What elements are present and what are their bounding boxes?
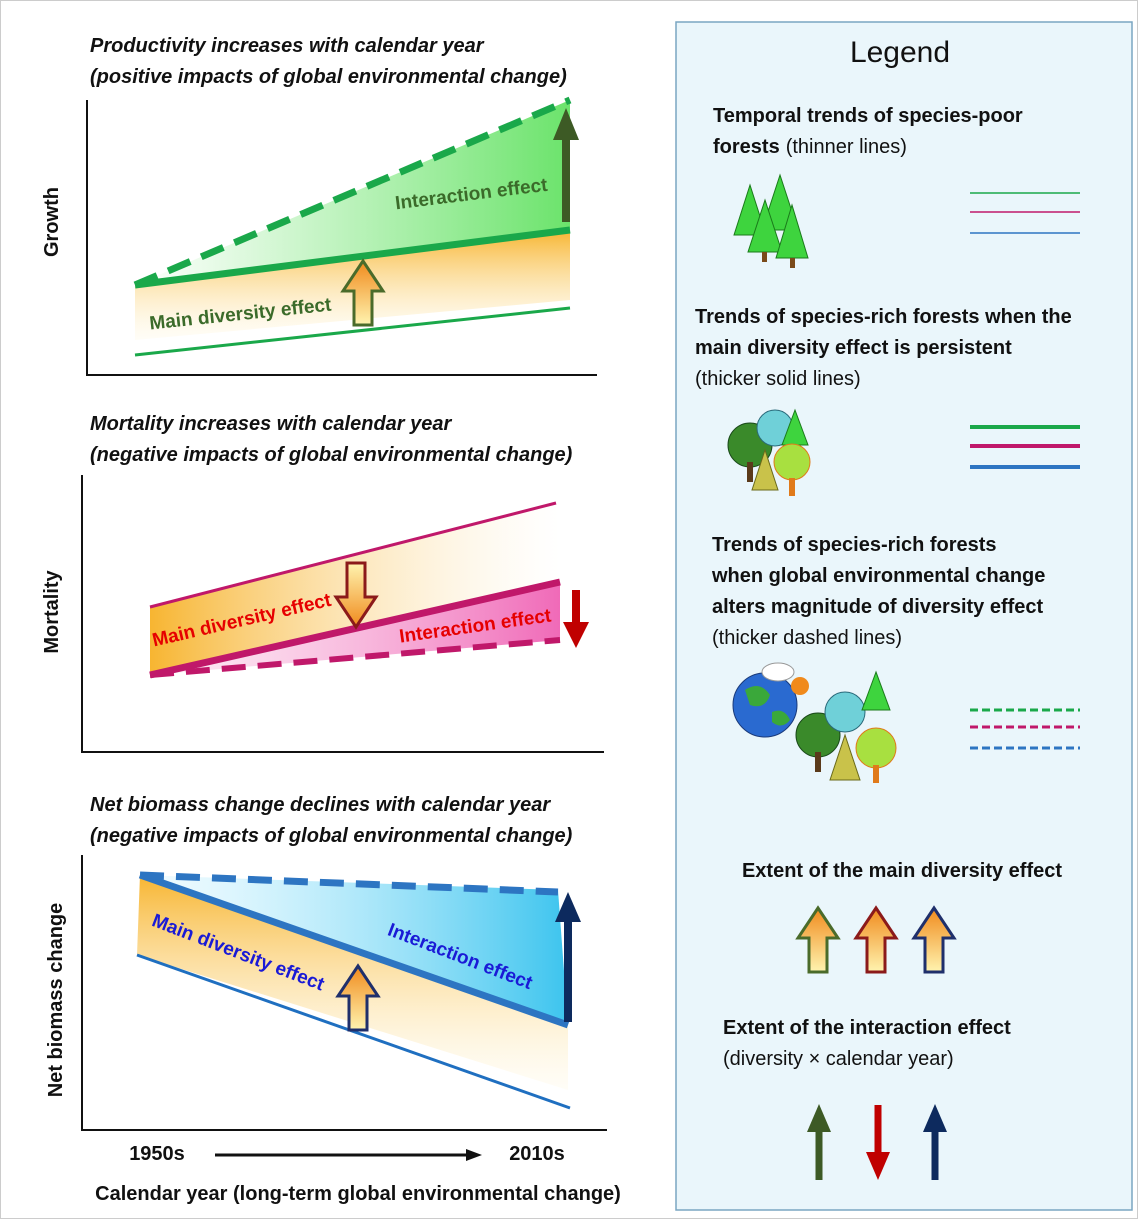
axis: [81, 855, 607, 1131]
x-start-label: 1950s: [129, 1143, 185, 1165]
interaction-arrow-head: [553, 108, 579, 140]
global-change-icon: [732, 662, 897, 783]
legend-thin-arrow-head: [807, 1104, 831, 1132]
legend-heading: Trends of species-rich forests: [712, 534, 997, 556]
legend-note: (thicker dashed lines): [712, 627, 902, 649]
poor-line: [136, 953, 571, 1110]
poor-line: [149, 501, 557, 609]
panel-title: (positive impacts of global environmenta…: [90, 66, 567, 88]
panel-title: Productivity increases with calendar yea…: [90, 35, 485, 57]
legend-thin-arrow-head: [923, 1104, 947, 1132]
y-axis-label: Growth: [41, 187, 63, 257]
poor-line: [134, 306, 571, 357]
rich-solid-line: [138, 871, 570, 1029]
panel-title: (negative impacts of global environmenta…: [90, 444, 573, 466]
interaction-arrow-head: [563, 622, 589, 648]
legend-note: (thicker solid lines): [695, 368, 861, 390]
legend-heading: when global environmental change: [711, 565, 1045, 587]
legend-heading: forests (thinner lines): [713, 136, 907, 158]
legend-heading: main diversity effect is persistent: [695, 337, 1012, 359]
rich-dashed-line: [149, 637, 561, 678]
rich-dashed-line: [133, 96, 572, 289]
legend-heading: Trends of species-rich forests when the: [695, 306, 1072, 328]
legend-heading: alters magnitude of diversity effect: [712, 596, 1044, 618]
axis: [86, 100, 597, 376]
legend-heading: forests: [713, 136, 780, 158]
legend-thin-arrow-head: [866, 1152, 890, 1180]
panel-title: Mortality increases with calendar year: [90, 413, 452, 435]
legend-heading: Extent of the main diversity effect: [742, 860, 1062, 882]
x-end-label: 2010s: [509, 1143, 565, 1165]
legend-heading: Extent of the interaction effect: [723, 1017, 1011, 1039]
legend-note: (diversity × calendar year): [723, 1048, 954, 1070]
panel-title: Net biomass change declines with calenda…: [90, 794, 551, 816]
legend-note: (thinner lines): [786, 136, 907, 158]
rich-solid-line: [134, 226, 571, 289]
y-axis-label: Mortality: [41, 569, 63, 653]
axis: [81, 475, 604, 753]
conifer-icon: [733, 173, 809, 268]
time-arrow-head: [466, 1149, 482, 1161]
interaction-arrow-head: [555, 892, 581, 922]
y-axis-label: Net biomass change: [45, 903, 67, 1098]
legend-heading: Temporal trends of species-poor: [713, 105, 1023, 127]
panel-title: (negative impacts of global environmenta…: [90, 825, 573, 847]
rich-solid-line: [149, 578, 561, 679]
legend-title: Legend: [850, 36, 950, 69]
x-axis-label: Calendar year (long-term global environm…: [95, 1183, 621, 1205]
mixed-forest-icon: [727, 408, 811, 496]
